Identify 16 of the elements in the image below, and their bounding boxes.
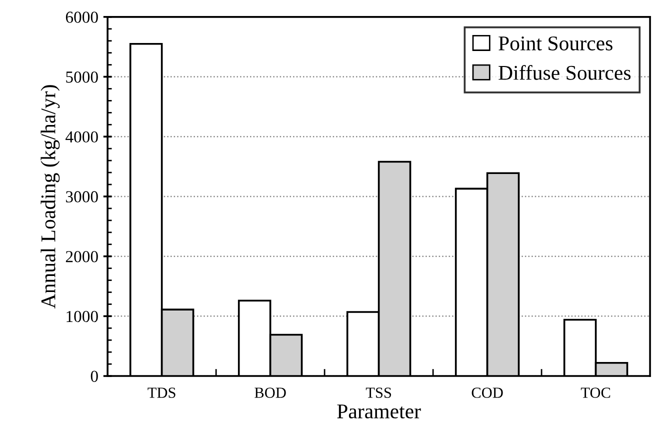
x-tick-label: TDS bbox=[148, 388, 176, 398]
x-tick-label: COD bbox=[472, 388, 503, 398]
y-tick-label: 0 bbox=[90, 370, 98, 382]
y-tick-label: 1000 bbox=[66, 310, 98, 322]
x-tick-label: TSS bbox=[366, 388, 392, 398]
y-tick-label: 6000 bbox=[66, 12, 98, 23]
legend-label: Diffuse Sources bbox=[498, 65, 631, 80]
legend-label: Point Sources bbox=[498, 36, 612, 50]
y-tick-label: 5000 bbox=[66, 71, 98, 83]
y-axis-title: Annual Loading (kg/ha/yr) bbox=[40, 85, 60, 308]
y-tick-label: 2000 bbox=[66, 251, 98, 262]
y-tick-label: 4000 bbox=[66, 131, 98, 143]
y-tick-label: 3000 bbox=[66, 191, 98, 202]
x-tick-label: TOC bbox=[580, 388, 610, 398]
x-axis-title: Parameter bbox=[337, 404, 421, 418]
x-tick-label: BOD bbox=[254, 388, 286, 398]
